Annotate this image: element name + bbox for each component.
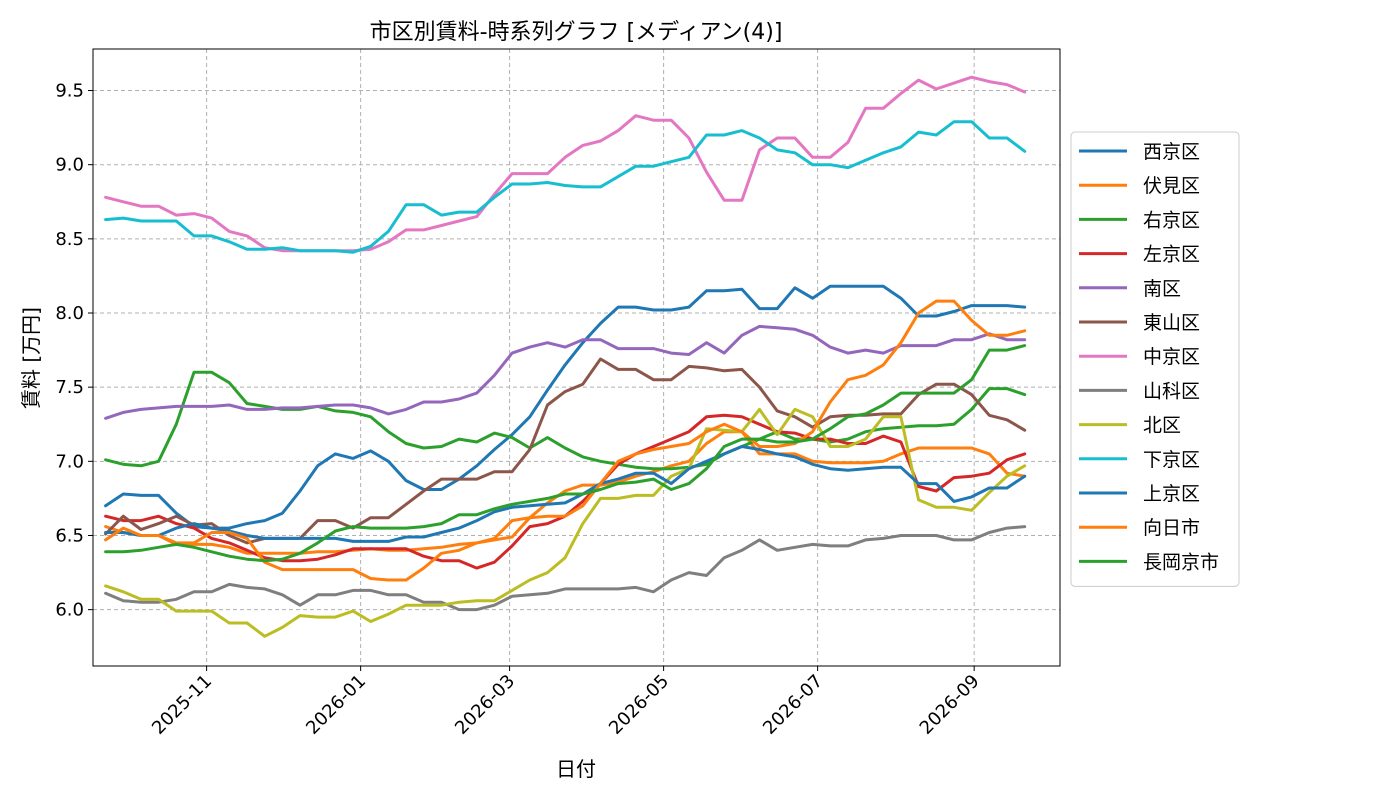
y-axis-label: 賃料 [万円] [19, 307, 43, 409]
y-tick-label: 9.0 [55, 155, 84, 176]
y-tick-label: 8.0 [55, 303, 84, 324]
plot-frame [92, 48, 1061, 667]
series-line-8 [104, 407, 1027, 638]
series-line-11 [104, 299, 1027, 582]
legend-entry: 左京区 [1143, 244, 1200, 266]
x-tick-label: 2025-11 [148, 671, 216, 739]
series-line-9 [104, 120, 1027, 254]
series-line-10 [104, 445, 1027, 543]
x-tick-label: 2026-01 [302, 671, 370, 739]
x-tick-label: 2026-07 [759, 671, 827, 739]
legend-entry: 南区 [1143, 278, 1181, 300]
legend-entry: 上京区 [1143, 483, 1200, 505]
series-line-0 [104, 284, 1027, 530]
x-tick-label: 2026-09 [916, 671, 984, 739]
series-line-7 [104, 525, 1027, 612]
x-axis: 2025-11 2026-01 2026-03 2026-05 2026-07 2026-… [148, 666, 984, 739]
legend-entry: 北区 [1143, 415, 1181, 437]
legend-entry: 伏見区 [1143, 175, 1200, 197]
legend-entry: 山科区 [1143, 380, 1200, 402]
legend-entry: 下京区 [1143, 449, 1200, 471]
y-tick-label: 7.5 [55, 377, 84, 398]
series-line-12 [104, 344, 1027, 563]
legend-entry: 中京区 [1143, 346, 1200, 368]
legend-entry: 向日市 [1143, 517, 1200, 539]
series-line-6 [104, 75, 1027, 253]
legend-entry: 西京区 [1143, 141, 1200, 163]
series-line-5 [104, 357, 1027, 545]
chart-title: 市区別賃料-時系列グラフ [メディアン(4)] [370, 20, 783, 45]
legend-entry: 東山区 [1143, 312, 1200, 334]
y-tick-label: 7.0 [55, 451, 84, 472]
y-tick-label: 8.5 [55, 229, 84, 250]
x-tick-label: 2026-05 [605, 671, 673, 739]
series-line-4 [104, 324, 1027, 420]
y-tick-label: 9.5 [55, 81, 84, 102]
y-tick-label: 6.0 [55, 600, 84, 621]
legend-entry: 長岡京市 [1143, 551, 1219, 573]
legend-box [1070, 131, 1240, 587]
legend-entry: 右京区 [1143, 209, 1200, 231]
y-tick-label: 6.5 [55, 525, 84, 546]
y-axis: 6.0 6.5 7.0 7.5 8.0 8.5 9.0 9.5 [55, 81, 93, 621]
x-axis-label: 日付 [556, 757, 596, 781]
grid-lines [93, 49, 1060, 666]
x-tick-label: 2026-03 [451, 671, 519, 739]
series-lines [104, 75, 1027, 638]
